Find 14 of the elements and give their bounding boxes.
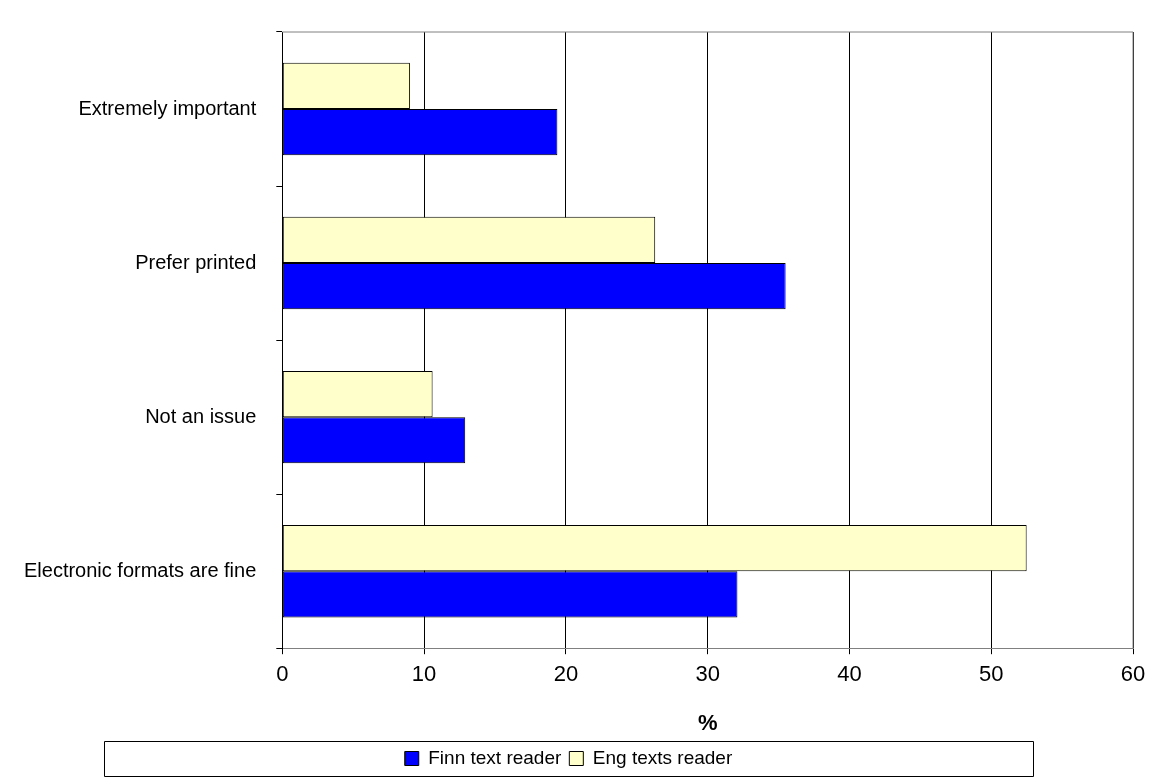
x-tick-label: 20 bbox=[553, 661, 579, 687]
y-tick-label: Prefer printed bbox=[135, 250, 257, 273]
y-tick-label: Electronic formats are fine bbox=[23, 558, 257, 581]
y-tick-label: Not an issue bbox=[145, 404, 257, 427]
x-tick-label: 50 bbox=[978, 661, 1004, 687]
x-tick-label: 30 bbox=[695, 661, 720, 687]
x-tick-label: 10 bbox=[411, 661, 437, 687]
legend-label: Finn text reader bbox=[428, 746, 562, 768]
x-axis-title: % bbox=[697, 709, 718, 735]
x-tick-label: 60 bbox=[1120, 661, 1146, 687]
x-tick-label: 40 bbox=[837, 661, 862, 687]
legend-label: Eng texts reader bbox=[592, 746, 733, 768]
y-tick-label: Extremely important bbox=[78, 96, 257, 119]
x-tick-label: 0 bbox=[276, 661, 289, 687]
